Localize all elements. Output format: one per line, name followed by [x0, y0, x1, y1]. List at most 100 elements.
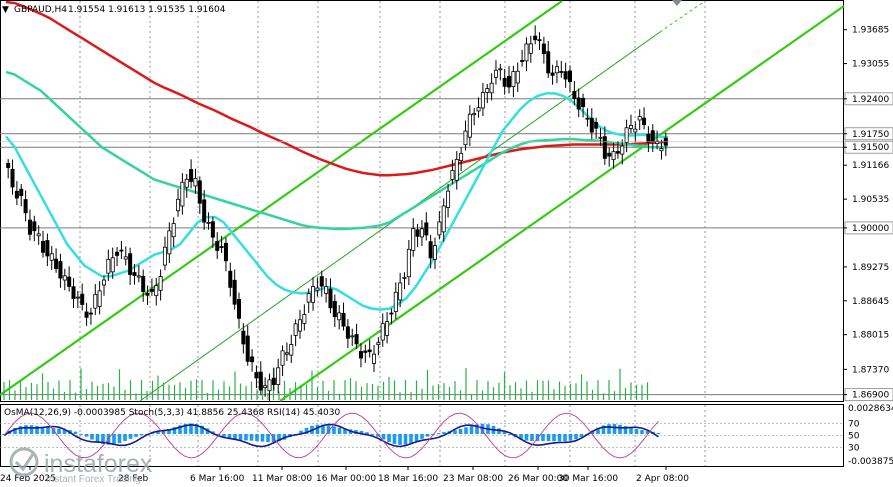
candle-body: [197, 180, 202, 204]
osma-bar: [233, 434, 237, 440]
candle-body: [315, 287, 320, 291]
osma-bar: [84, 434, 89, 437]
candle-body: [358, 351, 363, 359]
osma-bar: [392, 434, 397, 444]
candle-body: [502, 77, 507, 87]
logo-check-icon: [14, 453, 35, 472]
osma-bar: [359, 430, 364, 434]
indicator-tick-label: 50: [848, 432, 860, 442]
candle-body: [149, 288, 154, 292]
candle-body: [498, 68, 503, 71]
osma-bar: [557, 434, 562, 442]
osma-bar: [90, 434, 94, 440]
osma-bar: [546, 434, 551, 442]
osma-bar: [601, 425, 606, 434]
candle-body: [428, 241, 433, 259]
candle-body: [145, 292, 150, 296]
candle-body: [598, 136, 603, 139]
candle-body: [485, 88, 490, 93]
price-tick-label: 1.90000: [852, 224, 889, 234]
candle-body: [611, 151, 616, 161]
osma-bar: [178, 425, 182, 434]
osma-bar: [634, 428, 639, 434]
osma-bar: [629, 427, 633, 434]
candle-body: [71, 286, 76, 300]
osma-bar: [46, 427, 50, 434]
candle-body: [537, 39, 542, 42]
osma-bar: [612, 424, 617, 434]
candle-body: [628, 124, 633, 129]
candle-body: [385, 321, 390, 336]
osma-bar: [464, 427, 468, 434]
candle-body: [459, 152, 464, 162]
osma-bar: [436, 433, 441, 435]
osma-bar: [95, 434, 100, 443]
candle-body: [493, 69, 498, 78]
support-resistance-levels: [0, 98, 843, 396]
candle-body: [576, 97, 581, 110]
osma-bar: [2, 434, 6, 435]
osma-bar: [40, 426, 45, 434]
candle-body: [607, 152, 612, 157]
osma-bar: [172, 427, 177, 434]
osma-bar: [260, 434, 265, 442]
osma-bar: [480, 423, 485, 434]
osma-bar: [409, 434, 413, 444]
candle-body: [115, 251, 120, 256]
candle-body: [472, 113, 477, 116]
osma-bar: [502, 431, 507, 434]
osma-bar: [469, 425, 474, 434]
candle-body: [267, 379, 272, 392]
candle-body: [254, 372, 259, 379]
osma-bar: [640, 430, 644, 434]
price-tick-label: 1.88645: [852, 297, 889, 307]
osma-bar: [579, 434, 584, 437]
candle-body: [228, 270, 233, 288]
candle-body: [389, 312, 394, 315]
candle-body: [463, 130, 468, 146]
osma-bar: [425, 434, 430, 437]
osma-bar: [568, 434, 573, 441]
osma-bar: [398, 434, 402, 445]
candle-body: [642, 117, 647, 125]
candle-body: [524, 43, 529, 62]
time-tick-label: 26 Mar 00:00: [508, 474, 568, 484]
candle-body: [263, 385, 268, 388]
osma-bar: [35, 425, 39, 434]
candle-body: [154, 285, 159, 297]
candle-body: [189, 169, 194, 182]
osma-bar: [370, 434, 375, 435]
osma-bar: [13, 428, 17, 434]
main-pane-frame: [0, 0, 844, 402]
candle-body: [554, 66, 559, 74]
osma-bar: [403, 434, 408, 445]
candle-body: [80, 293, 85, 305]
osma-bar: [623, 426, 628, 434]
mid-moving-average: [5, 70, 668, 231]
candle-body: [563, 71, 568, 80]
candle-body: [162, 246, 167, 266]
candle-body: [245, 335, 250, 362]
indicator-tick-label: 30: [848, 443, 860, 453]
osma-bar: [337, 427, 342, 434]
candle-body: [589, 117, 594, 133]
candle-body: [637, 116, 642, 121]
candle-body: [284, 352, 289, 355]
time-axis: 24 Feb 2025 28 Feb 6 Mar 16:00 11 Mar 08:00…: [0, 466, 689, 484]
osma-bar: [18, 426, 23, 434]
slow-moving-average: [5, 0, 669, 177]
candle-body: [337, 312, 342, 321]
candle-body: [655, 140, 660, 144]
candle-body: [167, 230, 172, 255]
candle-body: [58, 261, 63, 279]
osma-bar: [123, 434, 127, 442]
osma-bar: [238, 434, 243, 441]
osma-bar: [326, 425, 331, 434]
osma-bar: [618, 424, 622, 434]
osma-bar: [414, 434, 419, 442]
candle-body: [49, 253, 54, 261]
chart-shift-marker[interactable]: [672, 0, 682, 6]
symbol-dropdown-icon[interactable]: ▼: [2, 5, 9, 15]
candle-body: [615, 151, 620, 154]
